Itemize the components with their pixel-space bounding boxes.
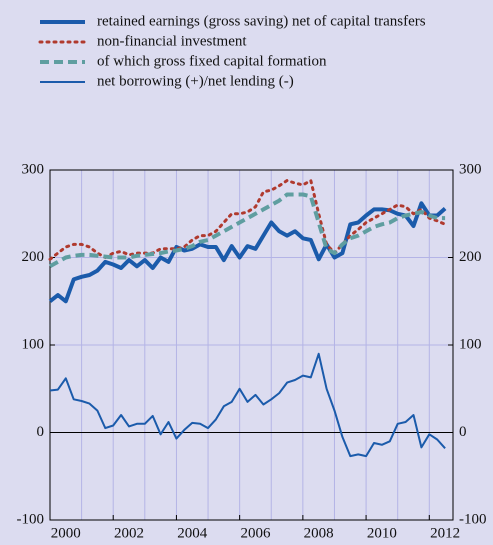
x-tick-label: 2008 xyxy=(304,525,334,541)
legend-label: retained earnings (gross saving) net of … xyxy=(97,13,426,29)
y-tick-label: 100 xyxy=(22,336,45,352)
x-tick-label: 2006 xyxy=(240,525,271,541)
series-line xyxy=(48,179,447,261)
x-tick-label: 2004 xyxy=(177,525,208,541)
legend-label: net borrowing (+)/net lending (-) xyxy=(97,73,294,89)
y-tick-label: 300 xyxy=(22,161,45,177)
series-line xyxy=(49,192,446,269)
y2-tick-label: 0 xyxy=(459,424,467,440)
y-tick-label: 0 xyxy=(37,424,45,440)
y2-tick-label: 200 xyxy=(459,249,482,265)
y2-tick-label: 100 xyxy=(459,336,482,352)
series-line xyxy=(48,201,447,304)
y2-tick-label: -100 xyxy=(459,511,487,527)
legend-label: of which gross fixed capital formation xyxy=(97,53,327,69)
y2-tick-label: 300 xyxy=(459,161,482,177)
x-tick-label: 2012 xyxy=(430,525,460,541)
y-tick-label: 200 xyxy=(22,249,45,265)
legend-label: non-financial investment xyxy=(97,33,247,49)
y-tick-label: -100 xyxy=(17,511,45,527)
x-tick-label: 2010 xyxy=(367,525,397,541)
x-tick-label: 2000 xyxy=(51,525,81,541)
series-line xyxy=(49,352,446,458)
x-tick-label: 2002 xyxy=(114,525,144,541)
